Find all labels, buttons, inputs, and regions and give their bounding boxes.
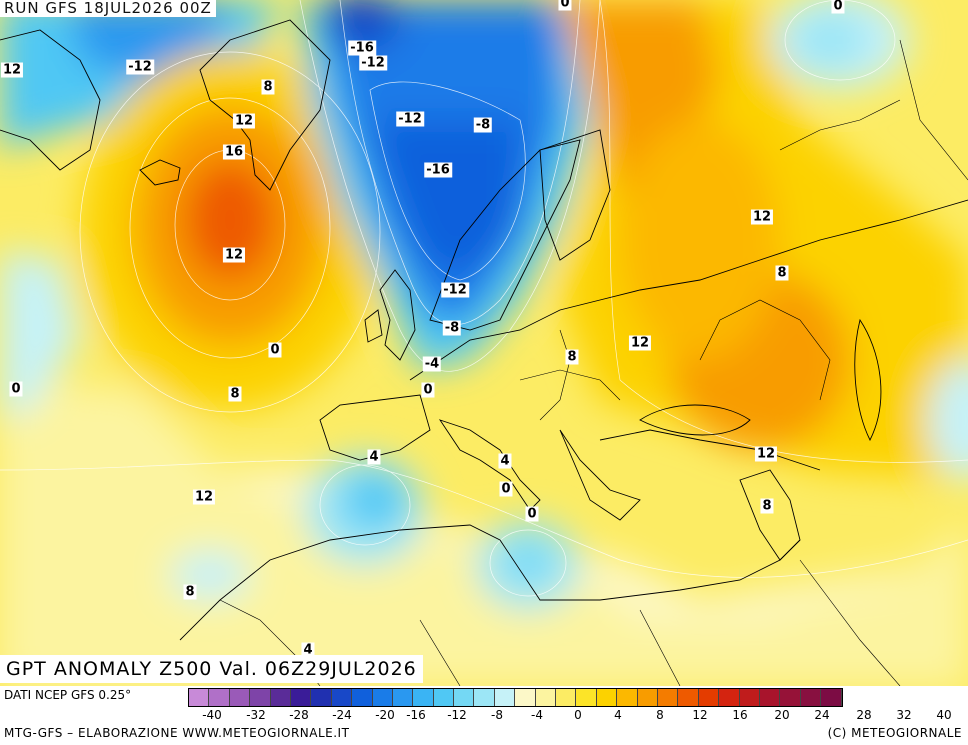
color-swatch [515, 689, 536, 706]
color-swatch [372, 689, 393, 706]
contour-label: 0 [525, 506, 539, 522]
contour-label: 12 [754, 446, 778, 462]
contour-label: 8 [228, 386, 242, 402]
map-title: GPT ANOMALY Z500 Val. 06Z29JUL2026 [0, 655, 423, 683]
color-swatch [759, 689, 781, 706]
color-swatch [413, 689, 434, 706]
contour-label: -16 [424, 162, 452, 178]
scale-tick-label: 24 [814, 708, 830, 722]
scale-tick-label: -12 [447, 708, 467, 722]
map-canvas [0, 0, 968, 686]
color-swatch [352, 689, 373, 706]
contour-label: -8 [442, 320, 462, 336]
data-source-label: DATI NCEP GFS 0.25° [4, 688, 132, 702]
contour-label: 0 [831, 0, 845, 14]
anomaly-map: RUN GFS 18JUL2026 00Z -16 -12 -12 -12 -8 -16-… [0, 0, 968, 686]
color-scale-bar [188, 688, 843, 707]
contour-label: -12 [359, 55, 387, 71]
contour-label: -12 [126, 59, 154, 75]
scale-tick-label: -32 [246, 708, 266, 722]
color-swatch [821, 689, 842, 706]
scale-tick-label: 20 [774, 708, 790, 722]
contour-label: 0 [9, 381, 23, 397]
scale-tick-label: 12 [692, 708, 708, 722]
color-swatch [800, 689, 822, 706]
color-swatch [637, 689, 658, 706]
contour-label: 0 [421, 382, 435, 398]
scale-tick-label: 32 [896, 708, 912, 722]
contour-label: 8 [760, 498, 774, 514]
contour-label: 8 [261, 79, 275, 95]
scale-tick-label: 8 [656, 708, 664, 722]
scale-tick-label: 0 [574, 708, 582, 722]
color-swatch [494, 689, 516, 706]
contour-label: 16 [222, 144, 246, 160]
contour-label: 12 [192, 489, 216, 505]
contour-label: 12 [222, 247, 246, 263]
scale-tick-label: -40 [202, 708, 222, 722]
scale-tick-label: 16 [732, 708, 748, 722]
contour-label: 0 [268, 342, 282, 358]
contour-label: 4 [301, 642, 315, 658]
scale-tick-label: 40 [936, 708, 952, 722]
contour-label: 8 [183, 584, 197, 600]
credit-right: (C) METEOGIORNALE [827, 726, 962, 740]
color-swatch [678, 689, 699, 706]
color-swatch [392, 689, 414, 706]
color-swatch [331, 689, 353, 706]
contour-label: 4 [367, 449, 381, 465]
contour-label: 0 [499, 481, 513, 497]
scale-tick-label: -20 [375, 708, 395, 722]
color-swatch [454, 689, 475, 706]
contour-label: 12 [750, 209, 774, 225]
color-swatch [250, 689, 271, 706]
scale-tick-label: 4 [614, 708, 622, 722]
contour-label: -16 [348, 40, 376, 56]
color-swatch [617, 689, 638, 706]
color-swatch [576, 689, 597, 706]
color-swatch [780, 689, 801, 706]
contour-label: 0 [558, 0, 572, 11]
color-swatch [433, 689, 455, 706]
contour-label: 12 [628, 335, 652, 351]
run-title: RUN GFS 18JUL2026 00Z [0, 0, 216, 17]
color-swatch [739, 689, 760, 706]
color-swatch [270, 689, 291, 706]
contour-label: 8 [565, 349, 579, 365]
scale-tick-label: -28 [289, 708, 309, 722]
scale-tick-label: -16 [406, 708, 426, 722]
color-swatch [698, 689, 720, 706]
color-swatch [311, 689, 332, 706]
color-swatch [474, 689, 495, 706]
contour-label: 12 [232, 113, 256, 129]
scale-tick-label: -24 [332, 708, 352, 722]
color-swatch [719, 689, 740, 706]
color-swatch [229, 689, 251, 706]
contour-label: 4 [498, 453, 512, 469]
scale-tick-label: -4 [531, 708, 543, 722]
color-swatch [189, 689, 210, 706]
scale-tick-label: -8 [491, 708, 503, 722]
color-swatch [290, 689, 312, 706]
contour-label: 12 [0, 62, 24, 78]
scale-tick-label: 28 [856, 708, 872, 722]
legend-footer: DATI NCEP GFS 0.25° -40 -32 -28 -24 -20 -16 -1… [0, 686, 968, 745]
contour-label: -4 [422, 356, 442, 372]
contour-label: -12 [441, 282, 469, 298]
color-swatch [657, 689, 679, 706]
credit-left: MTG-GFS – ELABORAZIONE WWW.METEOGIORNALE… [4, 726, 350, 740]
contour-label: -8 [473, 117, 493, 133]
contour-label: 8 [775, 265, 789, 281]
color-swatch [535, 689, 557, 706]
color-swatch [209, 689, 230, 706]
contour-label: -12 [396, 111, 424, 127]
color-swatch [556, 689, 577, 706]
color-swatch [596, 689, 618, 706]
